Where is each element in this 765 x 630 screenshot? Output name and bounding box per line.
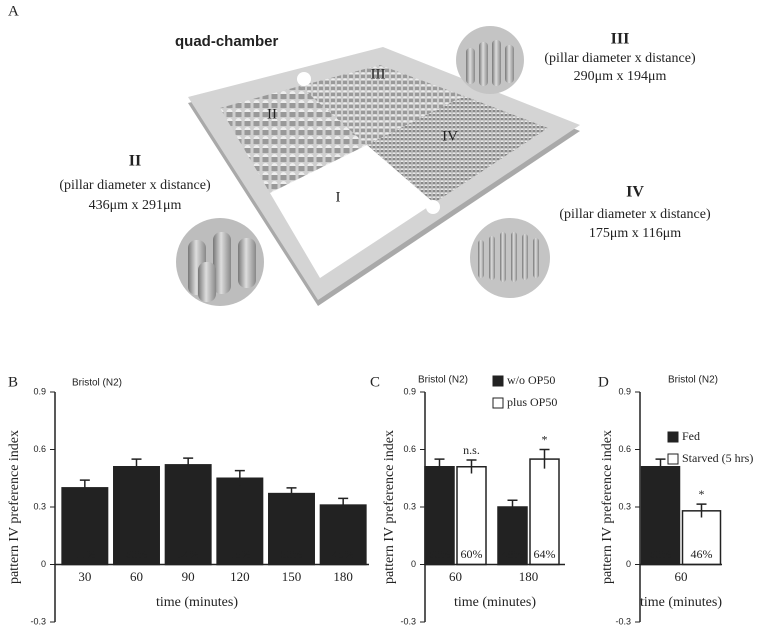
y-axis-label: pattern IV preference index bbox=[600, 430, 615, 584]
callout-description: (pillar diameter x distance) bbox=[59, 178, 211, 193]
bar-label: 63% bbox=[429, 547, 451, 561]
bar-label: 60% bbox=[461, 547, 483, 561]
bar-label: 64% bbox=[177, 547, 199, 561]
error-bar bbox=[655, 458, 666, 475]
chart-title: Bristol (N2) bbox=[72, 378, 122, 389]
inset-iii bbox=[456, 26, 524, 94]
bar-label: 63% bbox=[126, 547, 148, 561]
callout-dimensions: 290μm x 194μm bbox=[574, 69, 667, 84]
bar-label: 64% bbox=[534, 547, 556, 561]
x-axis-label: time (minutes) bbox=[454, 595, 536, 610]
error-bar bbox=[79, 479, 90, 496]
error-bar bbox=[286, 487, 297, 500]
legend-label: Starved (5 hrs) bbox=[682, 451, 753, 465]
y-axis-label: pattern IV preference index bbox=[7, 430, 22, 584]
bar bbox=[268, 492, 315, 566]
x-tick-label: 60 bbox=[449, 569, 462, 584]
significance: n.s. bbox=[463, 443, 480, 457]
error-bar bbox=[539, 448, 550, 469]
chamber-i bbox=[270, 145, 434, 278]
callout-dimensions: 175μm x 116μm bbox=[589, 226, 681, 241]
callout-numeral: IV bbox=[626, 184, 644, 201]
chamber-label: I bbox=[336, 189, 341, 205]
chart-title: Bristol (N2) bbox=[668, 375, 718, 386]
bar-label: 46% bbox=[691, 547, 713, 561]
chamber-label: IV bbox=[442, 128, 458, 144]
chamber-label: III bbox=[371, 66, 386, 82]
callout-numeral: II bbox=[129, 153, 141, 170]
bar-label: 63% bbox=[650, 547, 672, 561]
callout-description: (pillar diameter x distance) bbox=[544, 51, 696, 66]
legend-label: plus OP50 bbox=[507, 395, 557, 409]
panel-letter: D bbox=[598, 374, 609, 390]
significance: * bbox=[699, 487, 705, 501]
x-tick-label: 90 bbox=[182, 569, 195, 584]
error-bar bbox=[434, 458, 445, 475]
chart-title: Bristol (N2) bbox=[418, 375, 468, 386]
y-tick-label: 0.9 bbox=[33, 386, 46, 396]
error-bar bbox=[234, 469, 245, 486]
y-axis-label: pattern IV preference index bbox=[382, 430, 397, 584]
y-tick-label: 0.9 bbox=[403, 386, 416, 396]
callout-dimensions: 436μm x 291μm bbox=[89, 198, 182, 213]
y-tick-label: 0.9 bbox=[618, 386, 631, 396]
port bbox=[426, 200, 440, 214]
port bbox=[297, 72, 311, 86]
panel-letter: C bbox=[370, 374, 380, 390]
y-tick-label: -0.3 bbox=[615, 616, 631, 626]
inset-ii bbox=[176, 218, 264, 306]
bar-label: 53% bbox=[281, 547, 303, 561]
y-tick-label: -0.3 bbox=[400, 616, 416, 626]
diagram-title: quad-chamber bbox=[175, 33, 279, 50]
error-bar bbox=[507, 499, 518, 514]
legend-swatch bbox=[492, 397, 504, 409]
y-tick-label: 0.3 bbox=[403, 501, 416, 511]
significance: * bbox=[542, 432, 548, 446]
y-tick-label: 0.6 bbox=[403, 444, 416, 454]
bar-label: 58% bbox=[229, 547, 251, 561]
x-tick-label: 30 bbox=[78, 569, 91, 584]
bar-label: 48% bbox=[332, 547, 354, 561]
legend-swatch bbox=[667, 453, 679, 465]
y-tick-label: 0.6 bbox=[618, 444, 631, 454]
error-bar bbox=[466, 459, 477, 474]
y-tick-label: 0 bbox=[411, 559, 416, 569]
chamber-label: II bbox=[267, 106, 277, 122]
callout-numeral: III bbox=[611, 31, 630, 48]
chamber-iv bbox=[367, 96, 548, 203]
y-tick-label: 0.3 bbox=[33, 501, 46, 511]
error-bar bbox=[183, 457, 194, 472]
x-axis-label: time (minutes) bbox=[156, 595, 238, 610]
legend-label: Fed bbox=[682, 429, 700, 443]
y-tick-label: 0.6 bbox=[33, 444, 46, 454]
x-tick-label: 180 bbox=[519, 569, 539, 584]
y-tick-label: -0.3 bbox=[30, 616, 46, 626]
error-bar bbox=[131, 458, 142, 475]
error-bar bbox=[338, 497, 349, 512]
inset-iv bbox=[470, 218, 550, 298]
panel-letter: B bbox=[8, 374, 18, 390]
bar-label: 48% bbox=[502, 547, 524, 561]
panel-letter: A bbox=[8, 3, 19, 19]
bar bbox=[113, 466, 160, 566]
legend-swatch bbox=[667, 431, 679, 443]
bar-label: 55% bbox=[74, 547, 96, 561]
x-tick-label: 180 bbox=[333, 569, 353, 584]
legend-swatch bbox=[492, 375, 504, 387]
x-tick-label: 150 bbox=[282, 569, 302, 584]
callout-description: (pillar diameter x distance) bbox=[559, 207, 711, 222]
chamber-ii bbox=[220, 86, 367, 193]
y-tick-label: 0.3 bbox=[618, 501, 631, 511]
x-tick-label: 60 bbox=[130, 569, 143, 584]
legend-label: w/o OP50 bbox=[507, 373, 555, 387]
chamber-iii bbox=[300, 65, 464, 145]
y-tick-label: 0 bbox=[626, 559, 631, 569]
x-tick-label: 60 bbox=[675, 569, 688, 584]
x-axis-label: time (minutes) bbox=[640, 595, 722, 610]
x-tick-label: 120 bbox=[230, 569, 250, 584]
error-bar bbox=[696, 503, 707, 518]
y-tick-label: 0 bbox=[41, 559, 46, 569]
